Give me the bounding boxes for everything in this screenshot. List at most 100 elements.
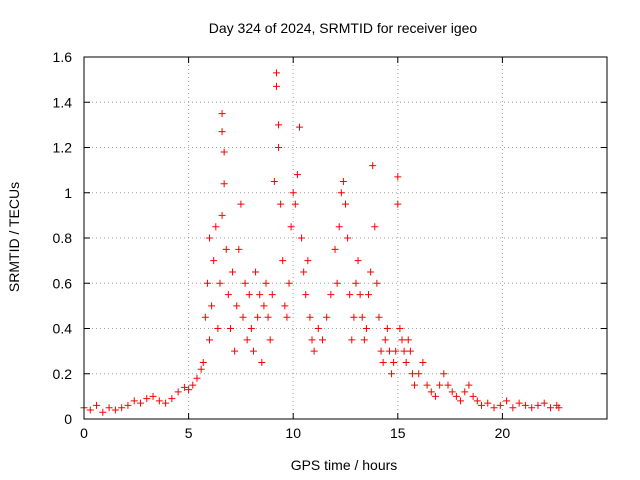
data-point (218, 211, 226, 219)
data-point (323, 313, 331, 321)
data-point (337, 189, 345, 197)
data-point (283, 313, 291, 321)
x-tick-label: 15 (390, 425, 406, 441)
data-point (155, 397, 163, 405)
data-point (201, 313, 209, 321)
data-point (515, 399, 523, 407)
data-point (484, 399, 492, 407)
data-point (509, 404, 517, 412)
y-tick-label: 0 (64, 411, 72, 427)
data-point (528, 404, 536, 412)
data-point (318, 336, 326, 344)
data-point (287, 223, 295, 231)
data-point (308, 336, 316, 344)
chart-title: Day 324 of 2024, SRMTID for receiver ige… (209, 20, 478, 36)
data-point (206, 336, 214, 344)
data-point (260, 302, 268, 310)
data-point (331, 245, 339, 253)
y-tick-label: 0.4 (53, 321, 73, 337)
data-point (335, 223, 343, 231)
data-point (394, 173, 402, 181)
data-point (245, 291, 253, 299)
data-point (264, 313, 272, 321)
data-point (423, 381, 431, 389)
data-point (465, 381, 473, 389)
data-point (457, 397, 465, 405)
data-point (291, 200, 299, 208)
data-point (254, 313, 262, 321)
data-point (226, 325, 234, 332)
data-point (293, 171, 301, 179)
data-point (469, 392, 477, 400)
data-point (118, 404, 126, 412)
data-point (436, 381, 444, 389)
x-tick-label: 20 (495, 425, 511, 441)
y-tick-label: 0.8 (53, 230, 73, 246)
data-point (461, 388, 469, 396)
data-point (218, 110, 226, 118)
data-point (214, 325, 222, 332)
data-point (404, 336, 412, 344)
data-point (229, 268, 237, 276)
data-point (111, 406, 119, 414)
data-point (398, 336, 406, 344)
data-point (367, 268, 375, 276)
data-point (339, 177, 347, 185)
data-point (352, 279, 360, 287)
data-point (193, 374, 201, 382)
data-point (383, 325, 391, 332)
grid (84, 57, 607, 419)
data-point (270, 177, 278, 185)
data-point (362, 325, 370, 332)
data-point (272, 69, 280, 77)
data-point (220, 180, 228, 188)
data-point (346, 291, 354, 299)
data-point (149, 392, 157, 400)
data-point (496, 401, 504, 409)
data-point (231, 347, 239, 355)
data-point (247, 325, 255, 332)
data-point (390, 358, 398, 366)
data-point (237, 200, 245, 208)
x-axis-label: GPS time / hours (291, 457, 398, 473)
data-point (212, 223, 220, 231)
data-point (222, 245, 230, 253)
data-point (136, 399, 144, 407)
data-point (473, 397, 481, 405)
data-point (224, 291, 232, 299)
data-point (162, 399, 170, 407)
data-point (381, 336, 389, 344)
data-point (302, 291, 310, 299)
data-point (419, 358, 427, 366)
data-point (344, 234, 352, 242)
data-point (327, 291, 335, 299)
data-point (216, 279, 224, 287)
data-point (555, 404, 563, 412)
data-point (402, 358, 410, 366)
data-point (394, 200, 402, 208)
data-point (249, 347, 257, 355)
data-point (252, 268, 260, 276)
data-point (298, 234, 306, 242)
data-point (342, 200, 349, 208)
x-tick-label: 10 (285, 425, 301, 441)
data-point (371, 223, 379, 231)
data-point (185, 386, 193, 394)
data-point (300, 268, 308, 276)
data-point (275, 144, 283, 151)
data-point (392, 347, 400, 355)
data-point (258, 358, 266, 366)
data-point (444, 381, 452, 389)
data-point (143, 395, 151, 403)
y-tick-label: 1.4 (53, 94, 73, 110)
y-tick-label: 1.2 (53, 140, 73, 156)
data-point (534, 401, 542, 409)
data-point (373, 279, 381, 287)
data-point (206, 234, 214, 242)
data-point (490, 404, 498, 412)
data-point (385, 347, 393, 355)
data-point (210, 257, 218, 265)
x-tick-label: 0 (80, 425, 88, 441)
data-points (80, 69, 563, 416)
